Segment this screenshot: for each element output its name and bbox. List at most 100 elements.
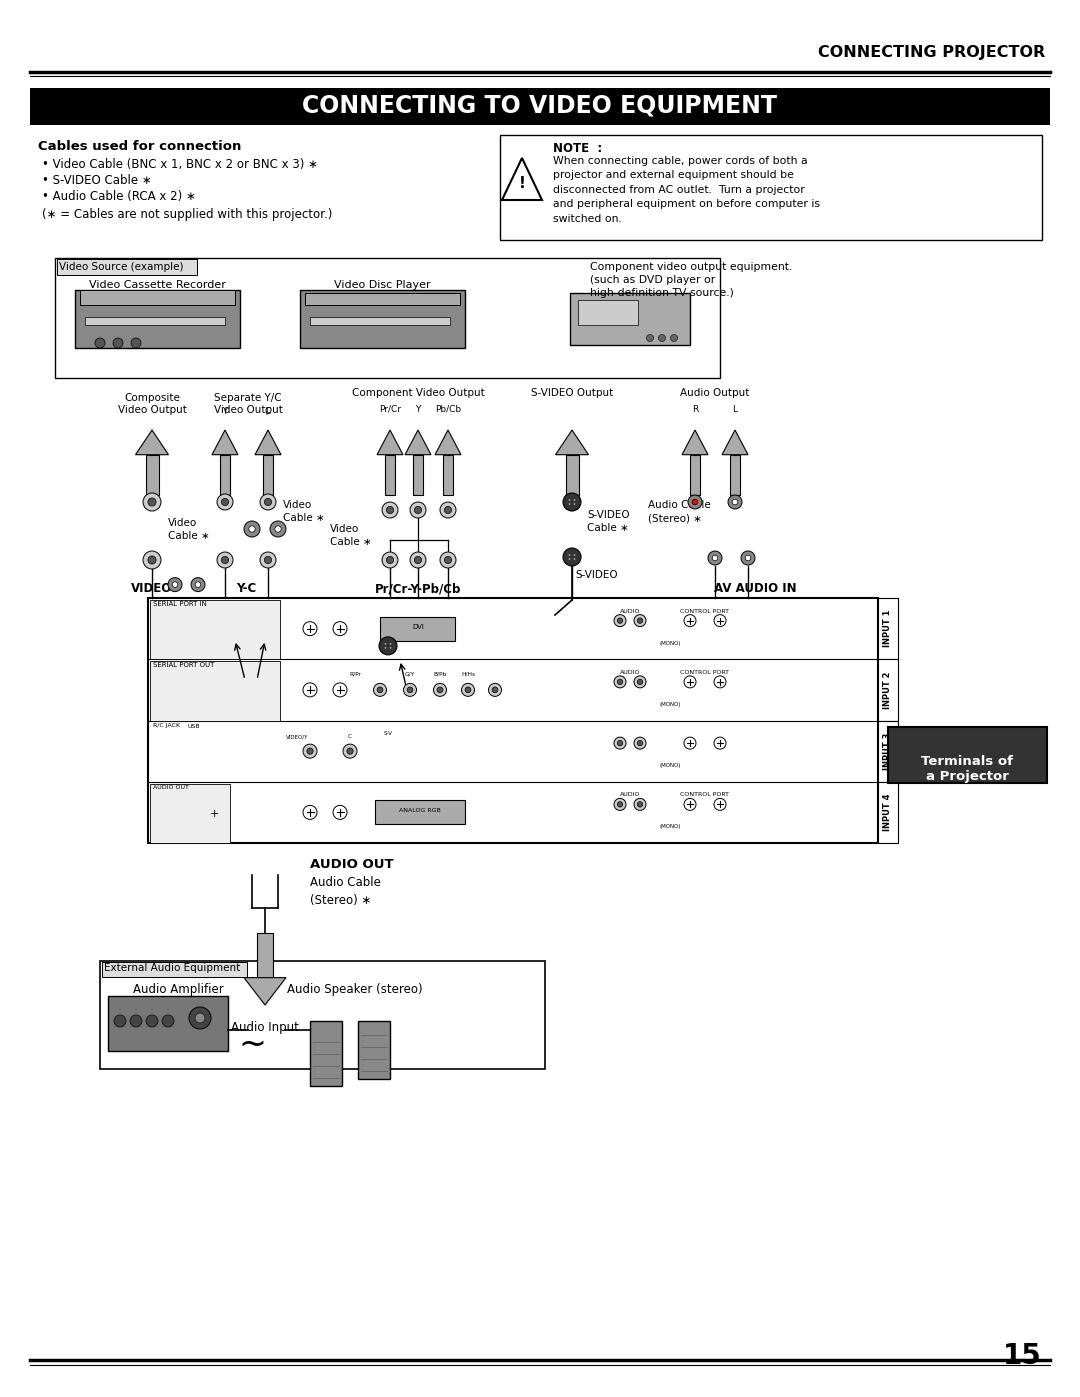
Polygon shape [723, 430, 748, 454]
Circle shape [95, 338, 105, 348]
Circle shape [260, 495, 276, 510]
Bar [375, 800, 465, 824]
Circle shape [131, 338, 141, 348]
Circle shape [217, 495, 233, 510]
Bar [150, 599, 280, 659]
Text: Y: Y [416, 405, 421, 414]
Text: S-VIDEO: S-VIDEO [575, 570, 618, 580]
Circle shape [573, 499, 576, 502]
Text: Video Disc Player: Video Disc Player [334, 279, 430, 291]
Circle shape [274, 525, 281, 532]
Circle shape [573, 555, 576, 556]
Text: (∗ = Cables are not supplied with this projector.): (∗ = Cables are not supplied with this p… [42, 208, 333, 221]
Circle shape [671, 334, 677, 341]
Text: AV AUDIO IN: AV AUDIO IN [714, 583, 796, 595]
Text: Audio Amplifier: Audio Amplifier [133, 983, 224, 996]
Circle shape [615, 738, 626, 749]
Circle shape [684, 798, 696, 810]
Bar [500, 136, 1042, 240]
Text: CONNECTING TO VIDEO EQUIPMENT: CONNECTING TO VIDEO EQUIPMENT [302, 94, 778, 117]
Text: Video Source (example): Video Source (example) [59, 263, 184, 272]
Circle shape [333, 622, 347, 636]
Text: Video
Cable ∗: Video Cable ∗ [283, 500, 325, 524]
Circle shape [377, 687, 383, 693]
Bar [384, 454, 395, 495]
Text: Terminals of
a Projector: Terminals of a Projector [921, 756, 1013, 784]
Text: Component Video Output: Component Video Output [352, 388, 484, 398]
Text: (MONO): (MONO) [659, 701, 680, 707]
Circle shape [221, 499, 229, 506]
Circle shape [647, 334, 653, 341]
Circle shape [618, 740, 623, 746]
Circle shape [347, 747, 353, 754]
Polygon shape [681, 430, 708, 454]
Circle shape [684, 615, 696, 627]
Circle shape [573, 557, 576, 560]
Text: (MONO): (MONO) [659, 641, 680, 645]
Bar [75, 291, 240, 348]
Bar [30, 88, 1050, 124]
Circle shape [563, 493, 581, 511]
Text: S-V: S-V [383, 731, 392, 736]
Circle shape [708, 550, 723, 564]
Circle shape [741, 550, 755, 564]
Circle shape [712, 555, 718, 560]
Circle shape [615, 615, 626, 627]
Circle shape [168, 577, 183, 591]
Circle shape [333, 806, 347, 820]
Circle shape [637, 802, 643, 807]
Text: AUDIO: AUDIO [620, 609, 640, 613]
Circle shape [343, 745, 357, 759]
Bar [80, 291, 235, 305]
Text: INPUT 1: INPUT 1 [883, 610, 892, 647]
Circle shape [379, 637, 397, 655]
Bar [150, 661, 280, 721]
Circle shape [303, 806, 318, 820]
Text: Cables used for connection: Cables used for connection [38, 140, 241, 154]
Circle shape [461, 683, 474, 696]
Circle shape [634, 676, 646, 687]
Text: AUDIO OUT: AUDIO OUT [310, 858, 393, 870]
Text: +: + [210, 809, 218, 820]
Circle shape [217, 552, 233, 569]
Text: VIDEO/Y: VIDEO/Y [286, 735, 308, 739]
Circle shape [148, 556, 156, 564]
Circle shape [248, 525, 255, 532]
Circle shape [634, 615, 646, 627]
Text: Component video output equipment.
(such as DVD player or
high-definition TV sour: Component video output equipment. (such … [590, 263, 793, 299]
Bar [108, 996, 228, 1051]
Bar [305, 293, 460, 305]
Circle shape [404, 683, 417, 696]
Circle shape [684, 738, 696, 749]
Circle shape [148, 497, 156, 506]
Bar [148, 598, 878, 842]
Circle shape [390, 643, 391, 645]
Circle shape [382, 502, 399, 518]
Circle shape [384, 643, 387, 645]
Circle shape [265, 556, 271, 563]
Text: Pr/Cr: Pr/Cr [379, 405, 401, 414]
Text: When connecting cable, power cords of both a
projector and external equipment sh: When connecting cable, power cords of bo… [553, 156, 820, 224]
Bar [100, 961, 545, 1069]
Text: USB: USB [188, 724, 201, 728]
Circle shape [465, 687, 471, 693]
Circle shape [440, 552, 456, 569]
Circle shape [221, 556, 229, 563]
Circle shape [415, 506, 421, 514]
Circle shape [692, 499, 698, 504]
Bar [85, 317, 225, 326]
Text: Composite
Video Output: Composite Video Output [118, 393, 187, 415]
Polygon shape [555, 430, 589, 454]
Circle shape [270, 521, 286, 536]
Bar [730, 454, 740, 495]
Circle shape [130, 1016, 141, 1027]
Circle shape [307, 747, 313, 754]
Bar [413, 454, 423, 495]
Text: Pr/Cr-Y-Pb/Cb: Pr/Cr-Y-Pb/Cb [375, 583, 461, 595]
Bar [257, 933, 273, 978]
Text: CONNECTING PROJECTOR: CONNECTING PROJECTOR [818, 45, 1045, 60]
Text: Audio Cable
(Stereo) ∗: Audio Cable (Stereo) ∗ [648, 500, 711, 524]
Text: Video Cassette Recorder: Video Cassette Recorder [89, 279, 226, 291]
Text: R/C JACK: R/C JACK [153, 724, 180, 728]
Text: (MONO): (MONO) [659, 824, 680, 830]
